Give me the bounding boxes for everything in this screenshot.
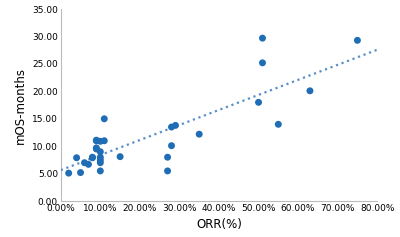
Point	[354, 38, 361, 42]
X-axis label: ORR(%): ORR(%)	[196, 219, 242, 232]
Point	[168, 125, 175, 129]
Point	[164, 169, 171, 173]
Point	[97, 139, 104, 143]
Point	[97, 161, 104, 164]
Point	[77, 171, 84, 174]
Point	[117, 155, 123, 159]
Point	[73, 156, 80, 160]
Point	[93, 147, 100, 151]
Point	[164, 155, 171, 159]
Point	[85, 162, 92, 166]
Point	[168, 144, 175, 148]
Point	[93, 146, 100, 150]
Point	[81, 161, 88, 164]
Point	[89, 156, 96, 160]
Point	[97, 158, 104, 162]
Point	[93, 139, 100, 143]
Point	[196, 132, 202, 136]
Point	[97, 155, 104, 159]
Point	[93, 138, 100, 142]
Y-axis label: mOS-months: mOS-months	[14, 67, 26, 144]
Point	[97, 150, 104, 154]
Point	[259, 36, 266, 40]
Point	[172, 123, 179, 127]
Point	[101, 139, 108, 143]
Point	[97, 169, 104, 173]
Point	[307, 89, 313, 93]
Point	[275, 122, 282, 126]
Point	[255, 100, 262, 104]
Point	[89, 155, 96, 159]
Point	[101, 117, 108, 121]
Point	[259, 61, 266, 65]
Point	[66, 171, 72, 175]
